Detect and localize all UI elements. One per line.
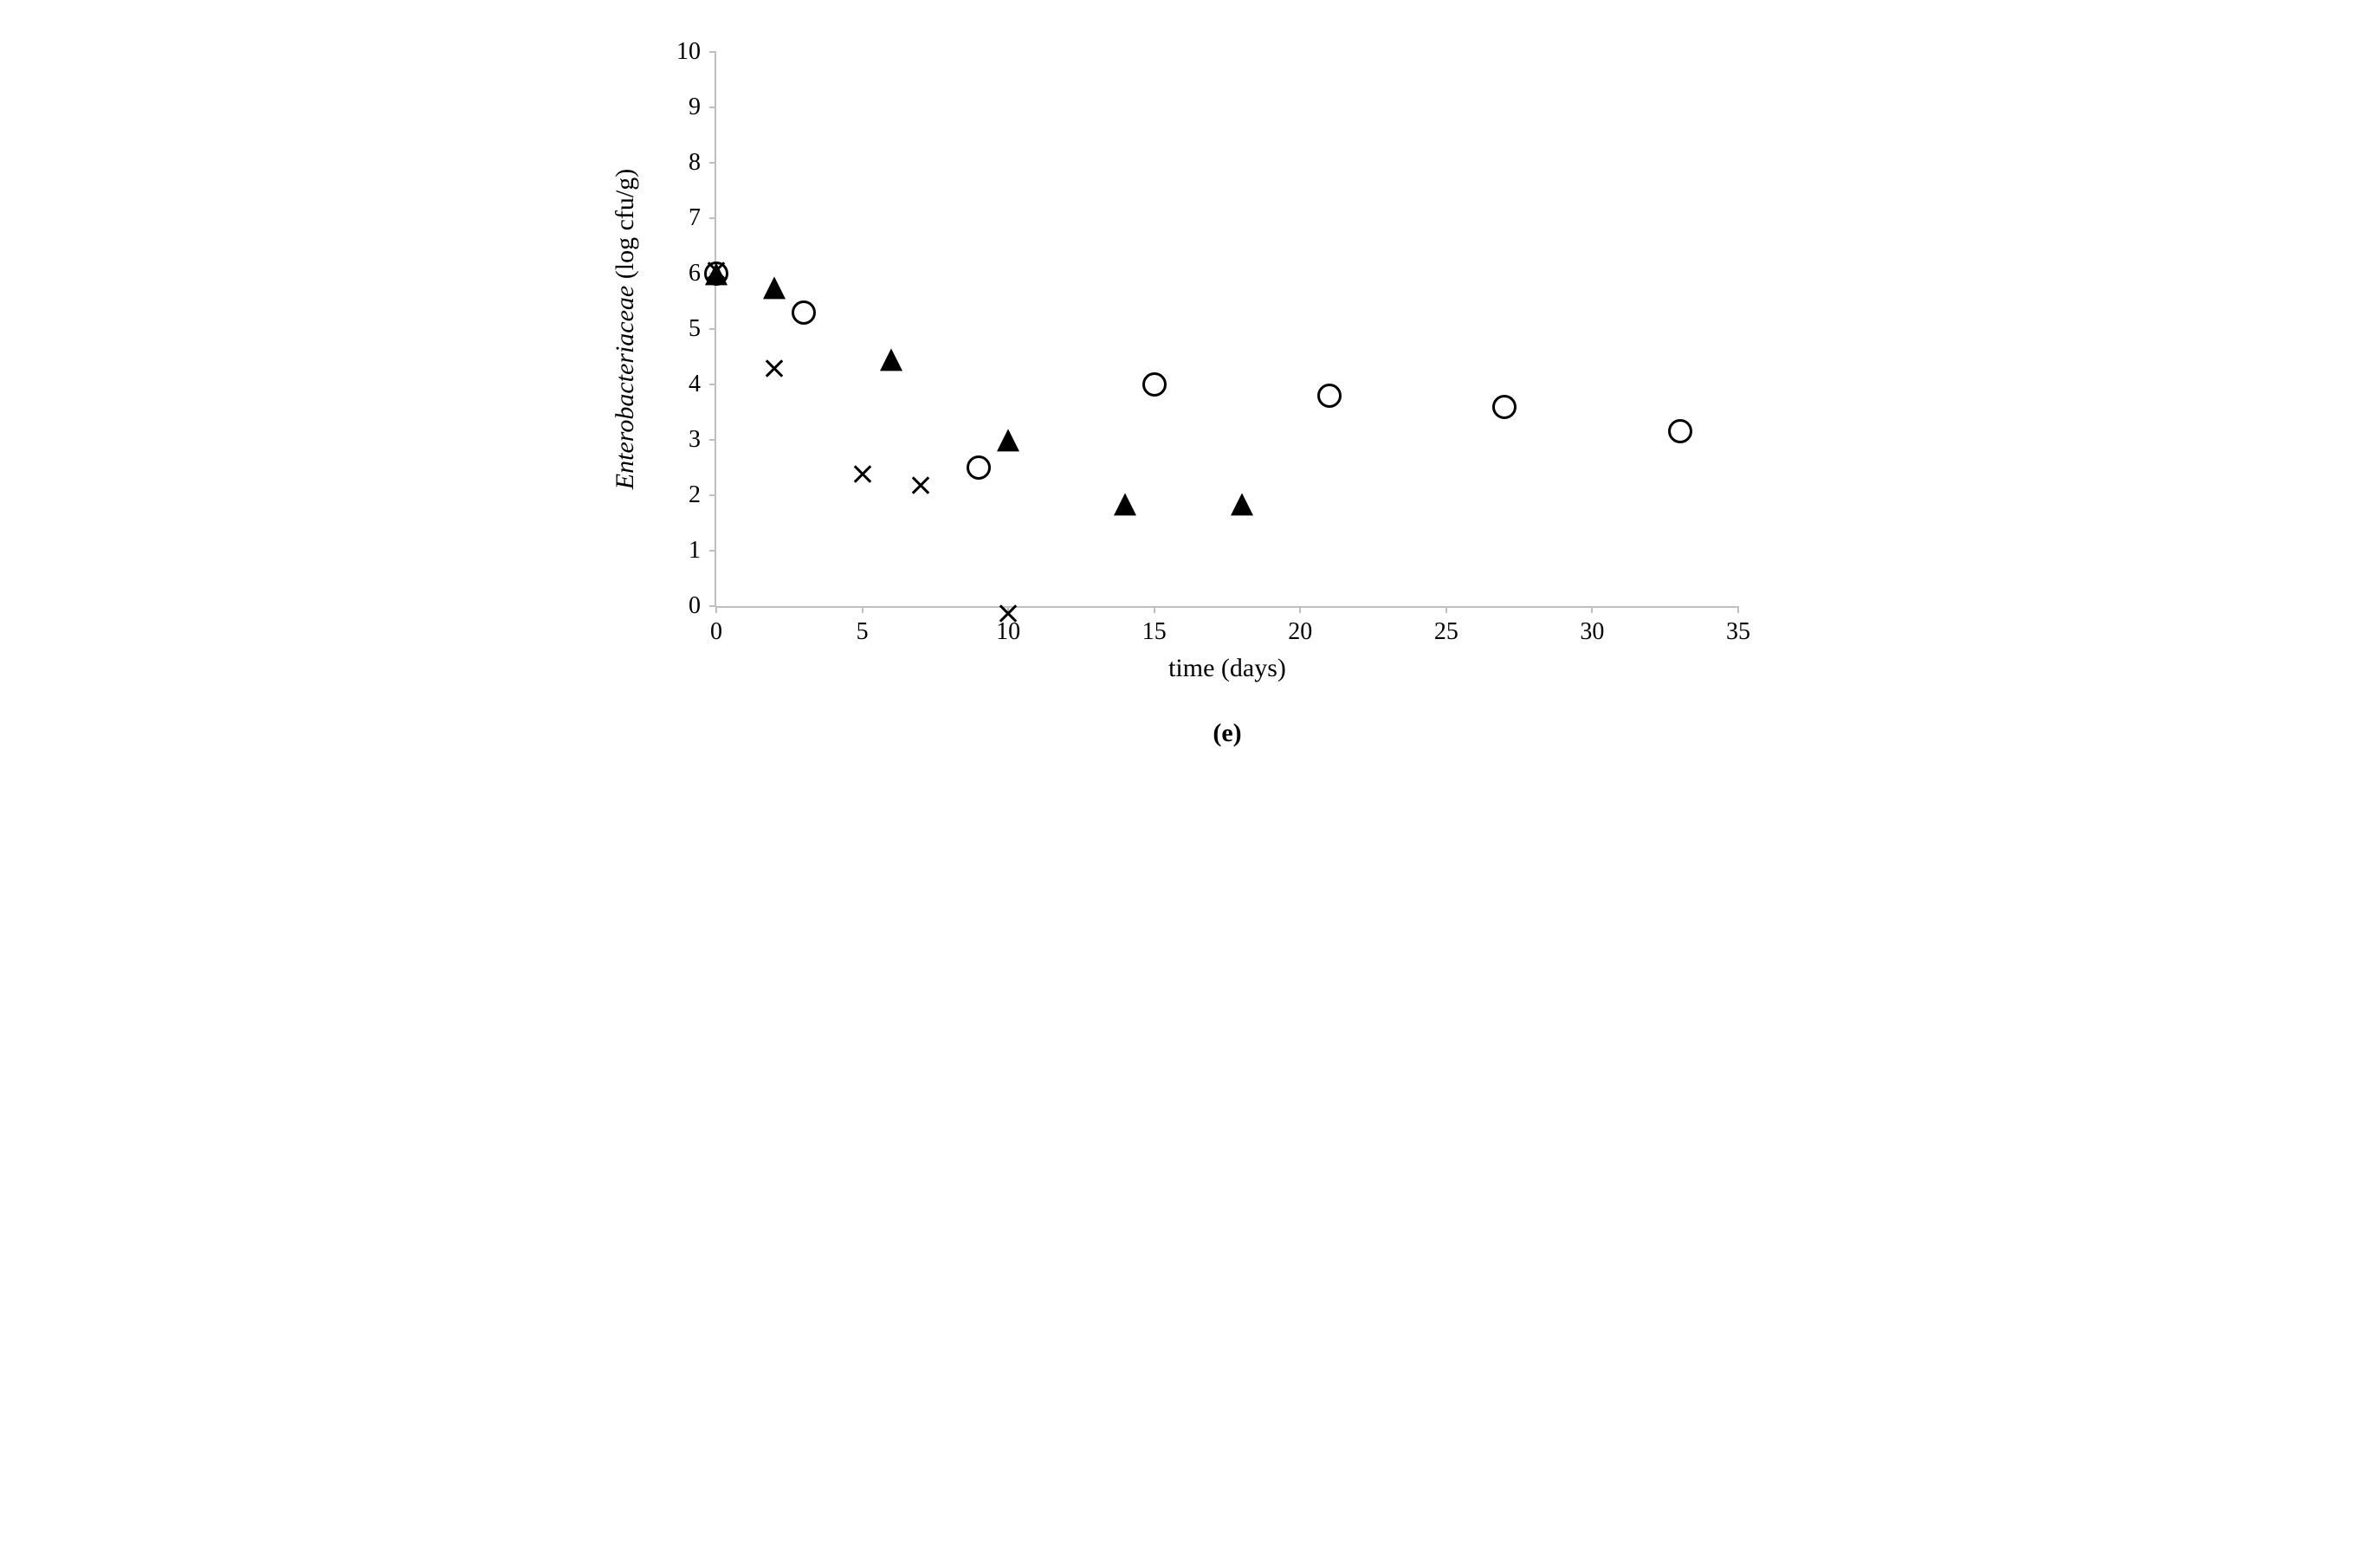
plot-area (716, 52, 1738, 606)
x-tick-mark (1591, 606, 1593, 613)
marker-x (705, 260, 728, 282)
x-tick-label: 5 (857, 618, 869, 646)
y-tick-mark (709, 217, 716, 219)
x-tick-mark (862, 606, 863, 613)
marker-circle (967, 455, 991, 480)
y-tick-mark (709, 162, 716, 164)
x-tick-mark (715, 606, 717, 613)
marker-triangle (1114, 493, 1136, 515)
x-tick-mark (1154, 606, 1155, 613)
chart-container: 01234567891005101520253035 Enterobacteri… (595, 35, 1785, 806)
marker-triangle (997, 429, 1019, 452)
y-tick-label: 9 (595, 94, 701, 121)
y-tick-label: 0 (595, 592, 701, 620)
y-tick-mark (709, 439, 716, 441)
marker-x (851, 462, 874, 485)
y-axis-label: Enterobacteriaceae (log cfu/g) (611, 169, 640, 489)
x-tick-label: 15 (1142, 618, 1167, 646)
marker-triangle (763, 277, 786, 300)
x-tick-label: 25 (1434, 618, 1458, 646)
y-tick-mark (709, 51, 716, 53)
marker-x (763, 357, 786, 379)
marker-x (997, 602, 1019, 624)
marker-triangle (1231, 493, 1253, 515)
y-axis-label-italic: Enterobacteriaceae (611, 286, 639, 489)
x-tick-mark (1445, 606, 1447, 613)
y-axis-label-rest: (log cfu/g) (611, 169, 639, 286)
x-tick-mark (1299, 606, 1301, 613)
x-tick-label: 35 (1726, 618, 1750, 646)
x-tick-mark (1737, 606, 1739, 613)
x-tick-label: 0 (710, 618, 722, 646)
y-tick-mark (709, 328, 716, 330)
marker-triangle (880, 349, 902, 371)
y-tick-mark (709, 494, 716, 496)
x-tick-label: 20 (1288, 618, 1312, 646)
marker-circle (1492, 395, 1517, 419)
marker-x (909, 474, 932, 496)
marker-circle (1142, 372, 1167, 397)
x-axis-line (716, 606, 1738, 608)
marker-circle (1317, 384, 1342, 408)
y-tick-label: 10 (595, 38, 701, 66)
marker-circle (1668, 419, 1692, 443)
y-tick-label: 1 (595, 537, 701, 565)
x-axis-label: time (days) (1168, 654, 1286, 683)
panel-label: (e) (1213, 719, 1241, 748)
marker-circle (792, 300, 816, 325)
x-tick-label: 30 (1580, 618, 1604, 646)
y-tick-mark (709, 107, 716, 108)
y-tick-mark (709, 384, 716, 385)
y-tick-mark (709, 550, 716, 552)
